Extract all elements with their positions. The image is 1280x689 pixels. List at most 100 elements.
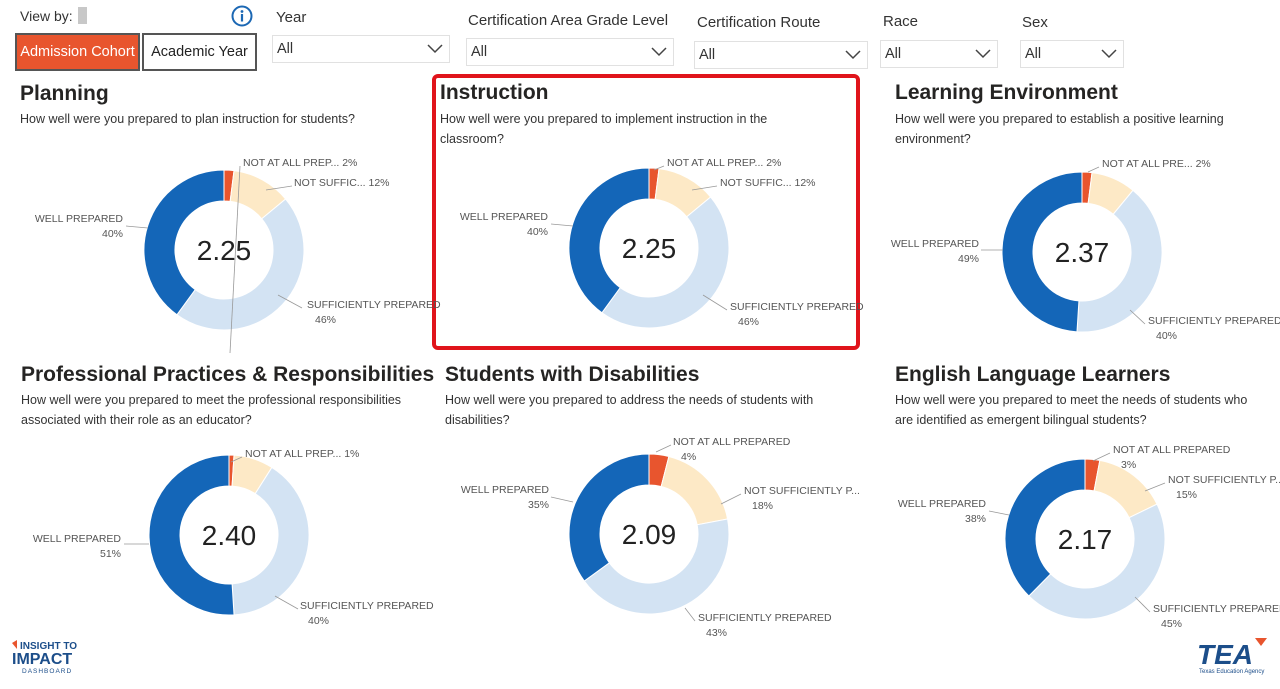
donut-slice-label: NOT AT ALL PREP... 2% — [667, 157, 781, 169]
chevron-down-icon — [845, 50, 861, 60]
leader-line — [1144, 482, 1166, 492]
subtitle-line: environment? — [895, 132, 971, 146]
subtitle-line: associated with their role as an educato… — [21, 413, 252, 427]
cert-area-filter-label: Certification Area Grade Level — [468, 12, 669, 29]
donut-slice-label: NOT SUFFICIENTLY P... 15% — [1168, 474, 1280, 501]
leader-line — [277, 294, 303, 309]
subtitle-line: are identified as emergent bilingual stu… — [895, 413, 1147, 427]
donut-slice[interactable] — [1028, 503, 1166, 620]
donut-slice-label: WELL PREPARED 51% — [33, 533, 122, 560]
donut-slice[interactable] — [1001, 171, 1083, 333]
donut-chart-learning-environment: 2.37 NOT AT ALL PRE... 2% SUFFICIENTLY PRE… — [891, 158, 1280, 342]
donut-slice-label: WELL PREPARED 49% — [891, 238, 980, 265]
donut-center-value: 2.25 — [622, 233, 677, 264]
sex-filter-dropdown[interactable]: All — [1020, 40, 1124, 68]
cert-area-filter-dropdown[interactable]: All — [466, 38, 674, 66]
race-filter-value: All — [885, 46, 902, 62]
cert-route-filter-dropdown[interactable]: All — [694, 41, 868, 69]
year-filter-label: Year — [276, 9, 307, 26]
donut-slice-label: SUFFICIENTLY PREPARED 40% — [300, 600, 434, 627]
subtitle-line: How well were you prepared to address th… — [445, 393, 814, 407]
donut-slice[interactable] — [660, 455, 729, 526]
donut-slice[interactable] — [148, 454, 235, 616]
donut-slice[interactable] — [583, 518, 730, 615]
logo-text-line3: DASHBOARD — [22, 668, 72, 675]
donut-slice[interactable] — [231, 466, 310, 616]
cert-route-filter-label: Certification Route — [697, 14, 821, 31]
panel-title-students-with-disabilities: Students with Disabilities — [445, 363, 700, 386]
tea-logo: TEA Texas Education Agency — [1197, 638, 1267, 675]
highlight-frame — [432, 74, 860, 350]
donut-center-value: 2.25 — [197, 235, 252, 266]
donut-slice[interactable] — [143, 169, 225, 316]
leader-line — [655, 444, 672, 453]
race-filter-dropdown[interactable]: All — [880, 40, 998, 68]
panel-subtitle-students-with-disabilities: How well were you prepared to address th… — [445, 390, 855, 430]
subtitle-line: disabilities? — [445, 413, 510, 427]
leader-line — [1129, 309, 1146, 325]
donut-slice-label: SUFFICIENTLY PREPARED 43% — [698, 612, 832, 639]
leader-line — [691, 185, 718, 191]
leader-line — [550, 496, 574, 503]
academic-year-button[interactable]: Academic Year — [142, 33, 257, 71]
panel-title-learning-environment: Learning Environment — [895, 81, 1118, 104]
view-by-label: View by: — [20, 8, 73, 24]
chevron-down-icon — [651, 47, 667, 57]
donut-slice-label: NOT AT ALL PREP... 1% — [245, 448, 359, 460]
panel-subtitle-instruction: How well were you prepared to implement … — [440, 109, 840, 149]
subtitle-line: How well were you prepared to meet the n… — [895, 393, 1248, 407]
leader-line — [229, 165, 241, 354]
year-filter-value: All — [277, 41, 294, 57]
subtitle-line: How well were you prepared to establish … — [895, 112, 1224, 126]
donut-slice-label: NOT AT ALL PRE... 2% — [1102, 158, 1211, 170]
donut-slice-label: WELL PREPARED 38% — [898, 498, 987, 525]
donut-slice-label: WELL PREPARED 40% — [460, 211, 549, 238]
donut-slice[interactable] — [601, 196, 730, 329]
panel-title-english-language-learners: English Language Learners — [895, 363, 1171, 386]
donut-slice-label: SUFFICIENTLY PREPARED 46% — [730, 301, 864, 328]
tea-logo-text: TEA — [1197, 639, 1253, 670]
leader-line — [274, 595, 299, 610]
leader-line — [653, 165, 665, 171]
donut-slice[interactable] — [568, 167, 650, 314]
donut-slice[interactable] — [1004, 458, 1086, 597]
donut-slice[interactable] — [568, 453, 650, 582]
donut-slice-label: NOT SUFFICIENTLY P... 18% — [744, 485, 860, 512]
panel-subtitle-learning-environment: How well were you prepared to establish … — [895, 109, 1275, 149]
donut-slice-label: WELL PREPARED 35% — [461, 484, 550, 511]
subtitle-line: How well were you prepared to implement … — [440, 112, 768, 126]
donut-slice-label: SUFFICIENTLY PREPARED 40% — [1148, 315, 1280, 342]
donut-chart-planning: 2.25 NOT AT ALL PREP... 2% NOT SUFFIC... 1… — [35, 157, 441, 354]
leader-line — [230, 456, 243, 463]
year-filter-dropdown[interactable]: All — [272, 35, 450, 63]
donut-chart-english-language-learners: 2.17 NOT AT ALL PREPARED 3% NOT SUFFICIENTL… — [898, 444, 1280, 630]
donut-center-value: 2.09 — [622, 519, 677, 550]
sex-filter-value: All — [1025, 46, 1042, 62]
logo-text-line2: IMPACT — [12, 651, 72, 668]
leader-line — [988, 510, 1010, 516]
leader-line — [125, 225, 149, 229]
leader-line — [684, 607, 696, 622]
donut-center-value: 2.17 — [1058, 524, 1113, 555]
admission-cohort-button[interactable]: Admission Cohort — [15, 33, 140, 71]
panel-title-instruction: Instruction — [440, 81, 549, 104]
leader-line — [1092, 452, 1111, 462]
donut-slice-label: NOT SUFFIC... 12% — [294, 177, 390, 189]
view-by-indicator — [78, 7, 87, 24]
chevron-down-icon — [427, 44, 443, 54]
panel-title-planning: Planning — [20, 82, 109, 105]
tea-logo-subtext: Texas Education Agency — [1199, 669, 1264, 675]
donut-slice[interactable] — [176, 198, 305, 331]
donut-slice[interactable] — [1076, 189, 1163, 333]
leader-line — [550, 223, 574, 227]
sex-filter-label: Sex — [1022, 14, 1048, 31]
subtitle-line: How well were you prepared to plan instr… — [20, 112, 355, 126]
donut-slice-label: SUFFICIENTLY PREPARED 46% — [307, 299, 441, 326]
donut-center-value: 2.37 — [1055, 237, 1110, 268]
leader-line — [720, 493, 742, 505]
leader-line — [1134, 596, 1151, 613]
info-icon[interactable] — [231, 5, 253, 27]
donut-slice-label: NOT AT ALL PREP... 2% — [243, 157, 357, 169]
logo-text-line1: INSIGHT TO — [20, 641, 77, 652]
cert-route-filter-value: All — [699, 47, 716, 63]
